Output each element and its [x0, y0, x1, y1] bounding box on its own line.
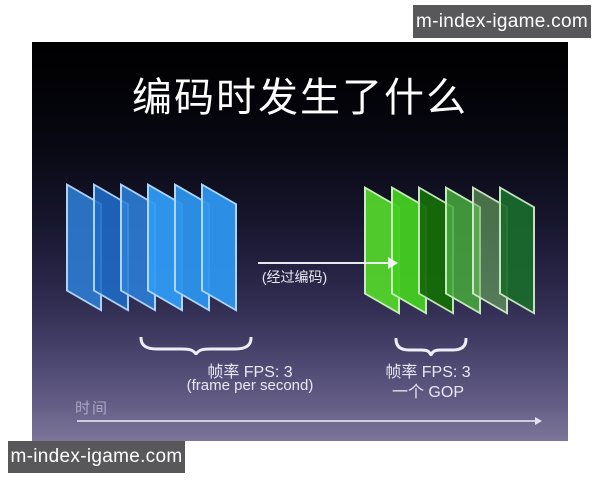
slide-canvas: 编码时发生了什么 (经过编码) 帧率 FPS: 3 (frame per sec…	[32, 42, 568, 441]
video-frame	[201, 183, 237, 312]
watermark-top: m-index-igame.com	[413, 5, 591, 38]
underbrace-right-icon	[394, 338, 468, 356]
encode-arrow-label: (经过编码)	[261, 269, 328, 285]
timeline-label: 时间	[75, 400, 110, 417]
right-caption-gop: 一个 GOP	[391, 384, 464, 401]
right-caption-fps: 帧率 FPS: 3	[385, 364, 471, 381]
watermark-top-text: m-index-igame.com	[416, 10, 588, 32]
timeline-arrow-icon	[77, 417, 542, 425]
watermark-bottom-text: m-index-igame.com	[10, 446, 183, 467]
watermark-bottom: m-index-igame.com	[8, 441, 185, 473]
slide-title: 编码时发生了什么	[132, 76, 468, 120]
encode-arrow-icon	[258, 257, 398, 269]
left-caption-fps: 帧率 FPS: 3	[207, 364, 293, 381]
video-frame	[499, 186, 535, 315]
left-caption-unit: (frame per second)	[186, 377, 314, 394]
underbrace-left-icon	[139, 337, 253, 355]
